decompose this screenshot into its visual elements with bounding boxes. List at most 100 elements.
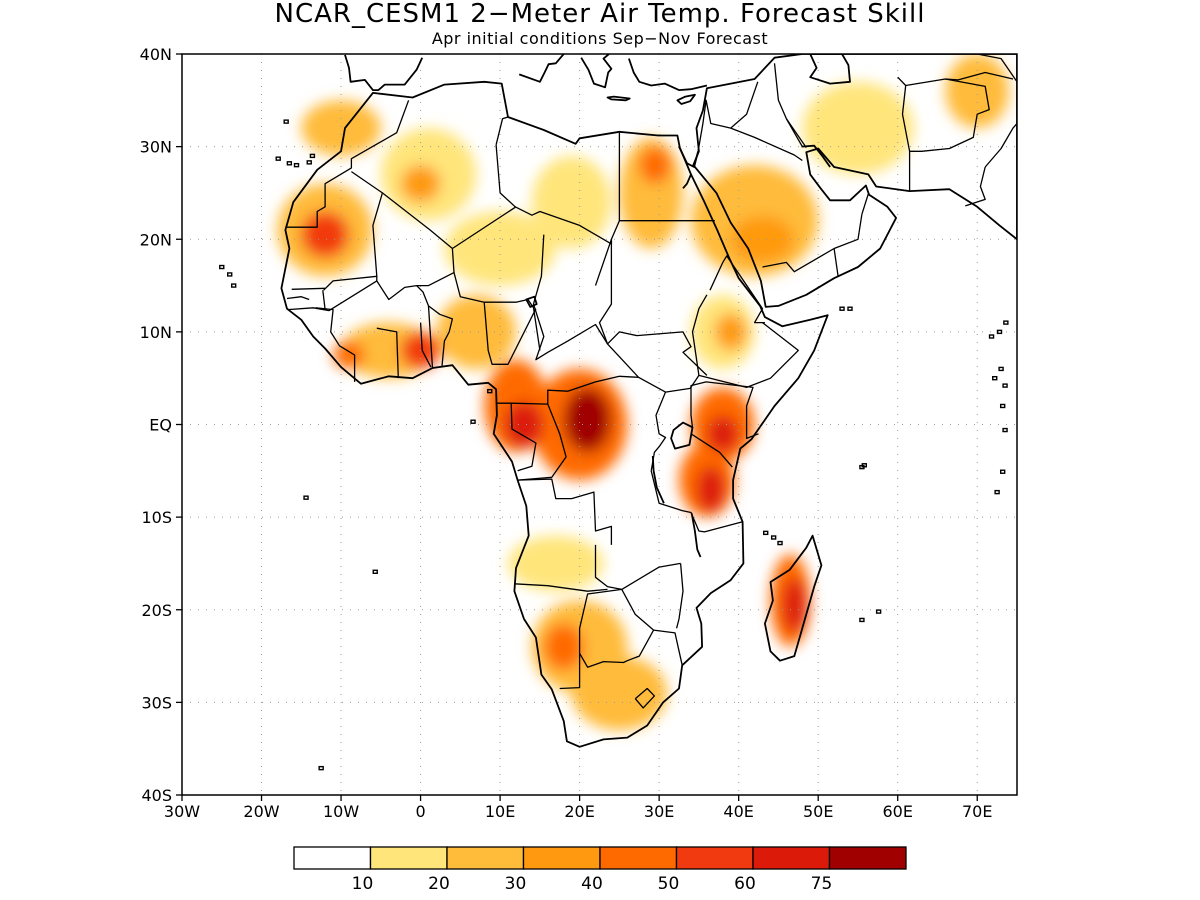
lat-tick-label-5: 10S [141, 508, 172, 527]
skill-area-6 [301, 100, 381, 156]
island-11 [372, 569, 378, 574]
coastline-crete [606, 95, 631, 102]
chart-title: NCAR_CESM1 2−Meter Air Temp. Forecast Sk… [275, 0, 926, 29]
lat-tick-label-6: 20S [141, 601, 172, 620]
coastline-madagascar [764, 534, 823, 662]
lon-tick-label-1: 20W [243, 802, 279, 821]
border-51 [965, 166, 986, 207]
skill-area-28 [504, 401, 544, 448]
border-35 [441, 331, 450, 367]
skill-area-31 [782, 577, 807, 633]
coastline-persian_gulf_north [801, 144, 831, 168]
island-10 [470, 419, 476, 424]
small-islands [219, 119, 1009, 771]
border-31 [322, 290, 326, 310]
skill-area-30 [696, 466, 726, 513]
island-3 [309, 153, 316, 159]
skill-area-3 [802, 81, 914, 175]
lat-tick-label-7: 30S [141, 693, 172, 712]
island-6 [227, 272, 233, 277]
island-29 [999, 469, 1006, 474]
lon-tick-label-2: 10W [323, 802, 359, 821]
coastline-lake_malawi [690, 513, 702, 558]
island-18 [875, 609, 882, 614]
border-3 [376, 276, 454, 333]
border-23 [514, 583, 608, 592]
border-16 [690, 433, 733, 468]
coastline-sinai [678, 146, 699, 168]
island-14 [763, 530, 769, 536]
lon-tick-label-4: 10E [485, 802, 515, 821]
skill-area-12 [436, 294, 516, 369]
border-8 [532, 234, 609, 361]
colorbar-label-1: 20 [428, 874, 450, 894]
lon-tick-label-10: 70E [962, 802, 992, 821]
lon-tick-label-3: 0 [415, 802, 425, 821]
coastline-lake_tanganyika [651, 455, 665, 504]
country-borders [285, 54, 1017, 709]
lat-tick-label-8: 40S [141, 786, 172, 805]
colorbar-label-0: 10 [352, 874, 374, 894]
island-0 [286, 161, 293, 166]
colorbar-label-6: 75 [811, 874, 833, 894]
lon-tick-label-6: 30E [644, 802, 674, 821]
border-47 [897, 76, 911, 192]
lat-tick-label-3: 10N [140, 323, 172, 342]
border-17 [650, 470, 743, 533]
border-50 [977, 54, 1017, 83]
island-25 [1002, 427, 1008, 433]
coastline-lake_chad [525, 295, 538, 308]
border-9 [618, 132, 715, 222]
border-39 [286, 296, 310, 301]
island-20 [861, 463, 868, 468]
island-2 [306, 160, 312, 165]
border-20 [517, 403, 567, 481]
coastline-greece [580, 54, 613, 89]
border-44 [833, 214, 863, 277]
skill-area-5 [508, 535, 604, 592]
colorbar-swatch-2 [446, 846, 525, 870]
island-5 [283, 119, 289, 124]
colorbar-label-3: 40 [581, 874, 603, 894]
lon-tick-label-0: 30W [164, 802, 200, 821]
colorbar-swatch-4 [599, 846, 678, 870]
coastline-red_sea_west_mark [682, 174, 692, 189]
border-40 [697, 99, 803, 162]
border-27 [579, 629, 655, 668]
skill-area-16 [730, 216, 795, 263]
island-15 [770, 535, 777, 540]
skill-area-29 [706, 415, 739, 453]
colorbar-label-5: 60 [734, 874, 756, 894]
coastline-iberia [344, 54, 424, 91]
longitude-axis: 30W 20W 10W 0 10E 20E 30E 40E 50E 60E 70E [164, 795, 992, 821]
border-45 [762, 247, 835, 273]
border-4 [495, 116, 509, 145]
border-29 [634, 687, 656, 709]
lon-tick-label-7: 40E [723, 802, 753, 821]
island-23 [1002, 383, 1008, 388]
skill-area-24 [543, 623, 584, 670]
border-2 [382, 192, 455, 287]
skill-area-19 [333, 341, 365, 369]
island-4 [275, 156, 281, 161]
border-48 [905, 71, 1014, 87]
border-22 [594, 544, 681, 591]
island-26 [994, 489, 1000, 495]
border-26 [578, 588, 622, 629]
island-1 [293, 162, 300, 168]
island-16 [777, 540, 783, 546]
island-31 [992, 375, 998, 381]
border-19 [496, 402, 537, 472]
lon-tick-label-5: 20E [564, 802, 594, 821]
border-7 [453, 272, 541, 351]
lat-tick-label-1: 30N [140, 138, 172, 157]
colorbar-label-4: 50 [658, 874, 680, 894]
border-46 [861, 193, 869, 215]
border-34 [427, 305, 434, 369]
colorbar: 10 20 30 40 50 60 75 [293, 846, 907, 894]
coastline-italy_sicily [518, 54, 565, 83]
border-43 [785, 118, 803, 147]
lat-tick-label-2: 20N [140, 230, 172, 249]
island-9 [487, 388, 493, 394]
